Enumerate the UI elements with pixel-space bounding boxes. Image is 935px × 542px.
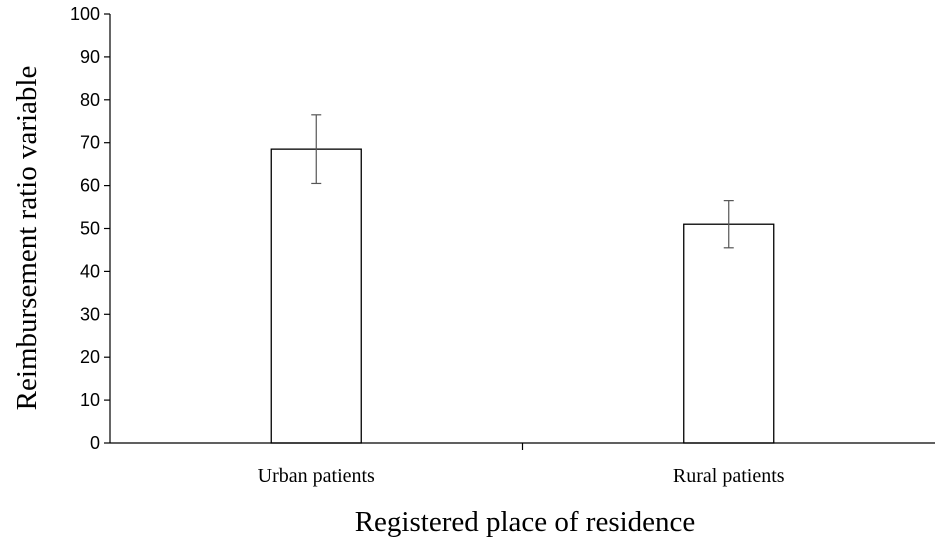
y-axis-ticks: 0 10 20 30 40 50 60 70 80 90 100 [70,4,110,453]
error-bars-group [311,114,734,249]
y-tick-label-8: 80 [80,90,100,110]
y-tick-label-5: 50 [80,219,100,239]
bars-group [270,148,775,444]
y-tick-label-6: 60 [80,176,100,196]
y-tick-label-2: 20 [80,347,100,367]
y-tick-label-3: 30 [80,304,100,324]
category-label-0: Urban patients [258,465,375,487]
y-tick-label-0: 0 [90,433,100,453]
bar-1 [683,223,775,444]
y-tick-label-4: 40 [80,261,100,281]
x-axis-category-labels: Urban patients Rural patients [258,465,785,487]
y-tick-label-10: 100 [70,4,100,24]
y-tick-label-7: 70 [80,133,100,153]
category-label-1: Rural patients [673,465,785,487]
y-tick-label-1: 10 [80,390,100,410]
y-tick-label-9: 90 [80,47,100,67]
x-axis-title: Registered place of residence [355,506,696,538]
y-axis-title: Reimbursement ratio variable [11,66,43,411]
bar-0 [270,148,362,444]
